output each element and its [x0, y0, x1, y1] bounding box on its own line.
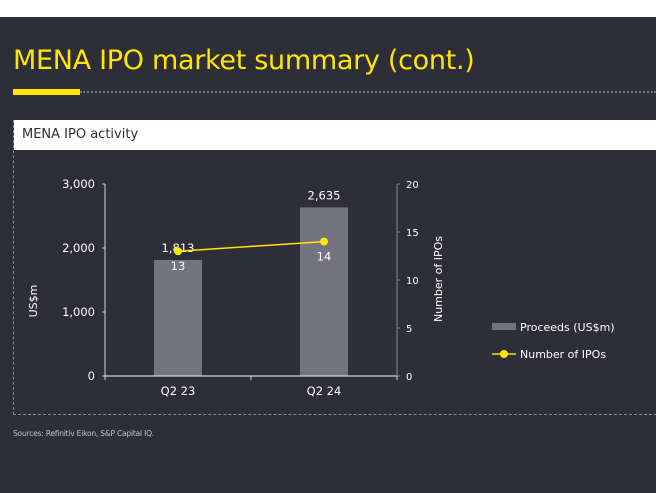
y2-tick-label: 20 — [406, 180, 419, 191]
y2-tick-label: 0 — [406, 372, 412, 383]
y2-tick-label: 15 — [406, 228, 419, 239]
line-point-number-of-ipos — [174, 247, 182, 256]
slide: MENA IPO market summary (cont.) MENA IPO… — [0, 17, 656, 493]
chart: US$m Number of IPOs 1,8132,63501,0002,00… — [27, 177, 615, 398]
legend-label-number-of-ipos: Number of IPOs — [520, 348, 606, 361]
y2-tick-label: 10 — [406, 276, 419, 287]
y-tick-label: 2,000 — [62, 241, 95, 255]
chart-panel: MENA IPO activity — [13, 120, 656, 415]
line-data-label: 13 — [171, 259, 186, 273]
y-tick-label: 1,000 — [62, 305, 95, 319]
panel-title: MENA IPO activity — [22, 127, 139, 142]
line-data-label: 14 — [317, 250, 332, 264]
source-note: Sources: Refinitiv Eikon, S&P Capital IQ… — [13, 429, 154, 438]
y2-tick-label: 5 — [406, 324, 412, 335]
legend-label-proceeds: Proceeds (US$m) — [520, 321, 615, 334]
line-number-of-ipos — [177, 240, 325, 252]
line-point-number-of-ipos — [320, 237, 328, 246]
panel-header: MENA IPO activity — [14, 120, 656, 150]
y-tick-label: 3,000 — [62, 177, 95, 191]
bar-data-label: 2,635 — [308, 188, 341, 202]
title-divider — [80, 91, 656, 93]
bar-proceeds — [300, 207, 348, 376]
x-tick-label: Q2 23 — [161, 384, 196, 398]
x-tick-label: Q2 24 — [307, 384, 342, 398]
y-tick-label: 0 — [88, 369, 95, 383]
bar-proceeds — [154, 259, 202, 376]
legend-swatch-proceeds — [492, 323, 516, 330]
y-axis-label: US$m — [27, 285, 40, 318]
page-title: MENA IPO market summary (cont.) — [13, 45, 475, 76]
y2-axis-label: Number of IPOs — [432, 236, 445, 322]
legend-swatch-marker — [500, 350, 508, 358]
title-accent-rule — [13, 89, 80, 95]
